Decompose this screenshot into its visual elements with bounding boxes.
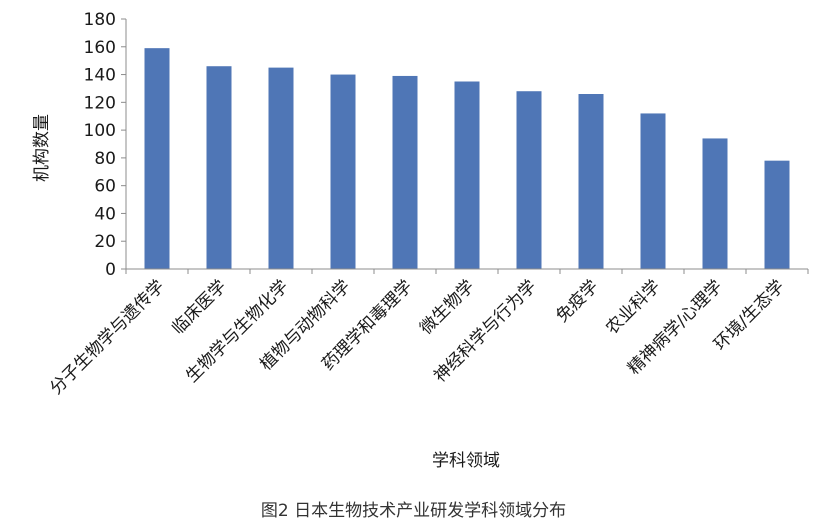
bars-group	[144, 48, 790, 269]
y-tick-label: 120	[84, 93, 116, 113]
y-tick-label: 0	[105, 260, 116, 280]
bar	[144, 48, 170, 269]
y-tick-label: 20	[94, 232, 116, 252]
bar	[392, 75, 418, 269]
y-tick-label: 160	[84, 38, 116, 58]
y-tick-label: 40	[94, 204, 116, 224]
bar	[268, 67, 294, 269]
x-tick-label: 微生物学	[416, 276, 478, 338]
figure-caption: 图2 日本生物技术产业研发学科领域分布	[260, 501, 567, 521]
bar	[764, 160, 790, 269]
x-axis-title: 学科领域	[432, 451, 500, 470]
bar	[702, 138, 728, 269]
bar	[330, 74, 356, 269]
y-tick-label: 60	[94, 177, 116, 197]
y-axis-title: 机构数量	[32, 114, 52, 182]
bar	[516, 91, 542, 269]
bar	[454, 81, 480, 269]
y-tick-label: 100	[84, 121, 116, 141]
x-tick-label: 农业科学	[602, 276, 664, 338]
y-tick-label: 80	[94, 149, 116, 169]
bar	[206, 66, 232, 269]
bar	[640, 113, 666, 269]
y-tick-label: 140	[84, 66, 116, 86]
y-tick-labels: 0 20 40 60 80 100 120 140 160 180	[84, 10, 116, 280]
bar	[578, 94, 604, 269]
x-tick-label: 临床医学	[168, 276, 230, 338]
bar-chart: 0 20 40 60 80 100 120 140 160 180 分子生物学与遗传学 临床医学生物…	[32, 10, 809, 470]
axes-group	[121, 18, 809, 274]
x-tick-label: 免疫学	[552, 276, 602, 326]
y-tick-label: 180	[84, 10, 116, 30]
x-tick-label: 分子生物学与遗传学	[46, 276, 168, 398]
